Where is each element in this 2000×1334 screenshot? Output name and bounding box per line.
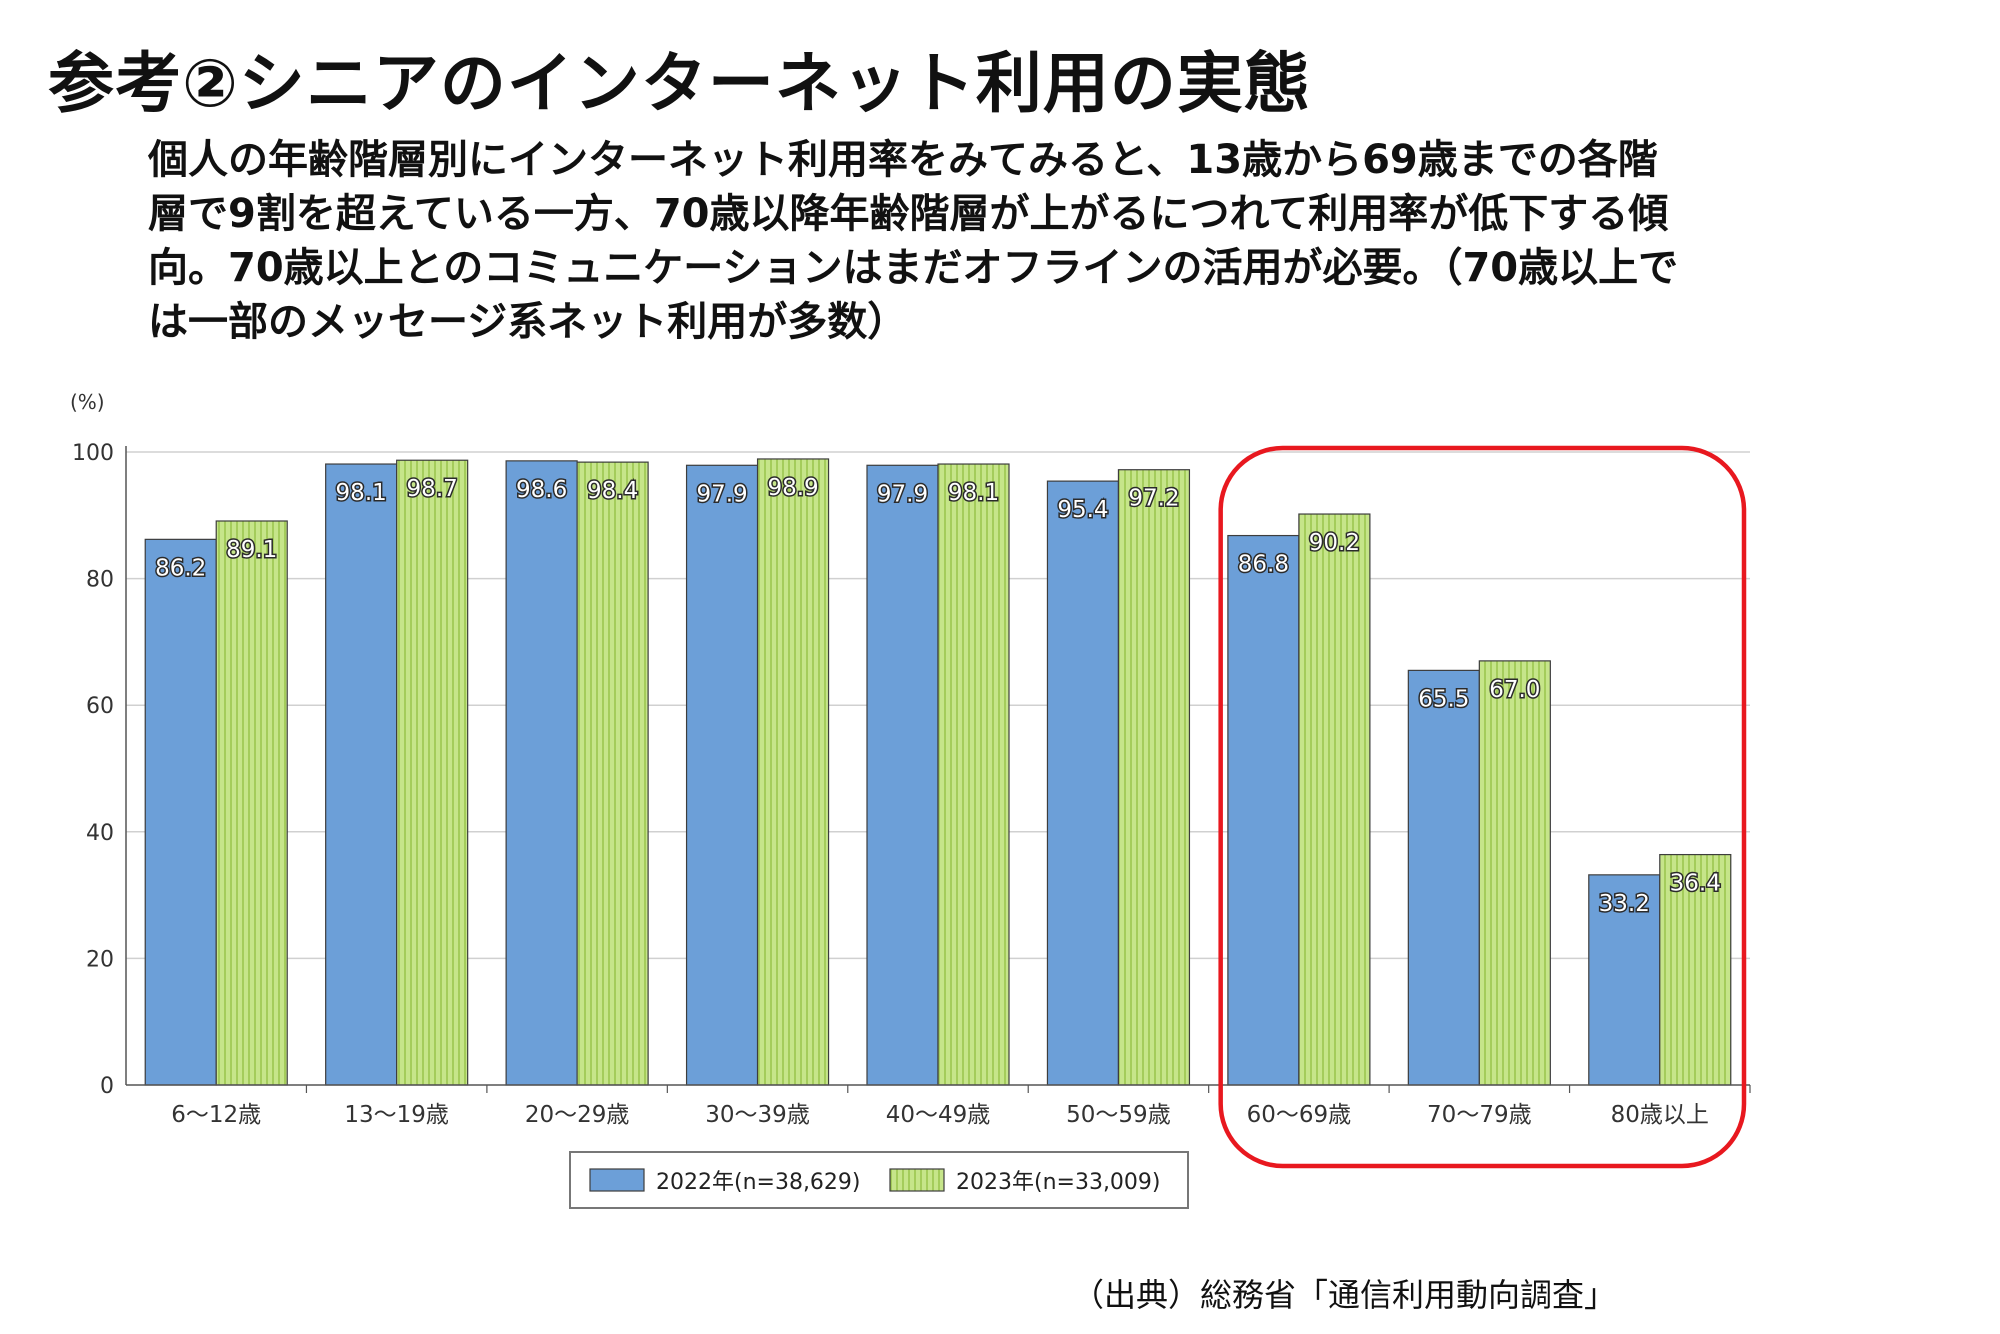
bar-2023 [215,520,288,1086]
data-label: 65.5 [1418,686,1469,712]
bar-2022 [1227,534,1300,1086]
x-tick-label: 6～12歳 [171,1102,261,1128]
x-tick-label: 30～39歳 [705,1102,810,1128]
legend-swatch [889,1168,945,1192]
data-label: 97.9 [877,481,928,507]
data-label: 98.6 [516,477,567,503]
legend-box [569,1151,1189,1209]
x-tick-label: 13～19歳 [344,1102,449,1128]
legend-label: 2022年(n=38,629) [656,1170,861,1195]
y-tick-label: 0 [100,1074,114,1099]
bar-2023 [937,463,1010,1086]
x-tick-label: 50～59歳 [1066,1102,1171,1128]
highlight-outline [1218,445,1747,1169]
bar-2022 [325,463,398,1086]
y-tick-label: 20 [86,947,114,972]
bar-2023 [1298,513,1371,1086]
y-tick-label: 60 [86,694,114,719]
bar-2022 [866,464,939,1086]
highlight-region [1218,445,1747,1169]
data-label: 97.2 [1128,486,1179,512]
bar-2022 [1046,480,1120,1086]
data-label: 98.1 [336,480,387,506]
y-tick-label: 100 [72,441,114,466]
data-label: 90.2 [1309,530,1360,556]
description-text: 個人の年齢階層別にインターネット利用率をみてみると、13歳から69歳までの各階層… [148,137,1679,345]
legend: 2022年(n=38,629) 2023年(n=33,009) [569,1151,1189,1209]
data-label: 95.4 [1057,497,1108,523]
x-tick-label: 20～29歳 [525,1102,630,1128]
y-tick-label: 40 [86,821,114,846]
bar-2022 [144,538,217,1086]
data-label: 98.7 [407,476,458,502]
data-label: 98.4 [587,478,638,504]
y-tick-label: 80 [86,568,114,593]
bar-2023 [756,458,830,1086]
data-label: 98.9 [767,475,818,501]
legend-label: 2023年(n=33,009) [956,1170,1161,1195]
bar-2023 [1659,853,1732,1086]
data-label: 67.0 [1489,677,1540,703]
bar-2023 [1117,469,1191,1086]
x-tick-label: 70～79歳 [1427,1102,1532,1128]
data-label: 33.2 [1599,891,1650,917]
x-tick-label: 80歳以上 [1611,1102,1709,1128]
data-label: 86.8 [1238,552,1289,578]
y-axis-unit: (%) [70,390,105,414]
axes: 0 20 40 60 80 100 (%) 6～12歳 13～19歳 20～29歳 30～39歳 40… [70,390,1751,1128]
legend-swatch [589,1168,645,1192]
bar-2022 [505,460,578,1086]
bar-2023 [1478,660,1551,1086]
source-note: （出典）総務省「通信利用動向調査」 [1072,1276,1617,1314]
bar-2023 [576,461,649,1086]
data-label: 89.1 [226,537,277,563]
slide-title: 参考②シニアのインターネット利用の実態 [48,45,1311,122]
bar-2022 [685,464,759,1086]
bar-2023 [396,459,469,1086]
data-label: 97.9 [696,481,747,507]
x-tick-label: 60～69歳 [1247,1102,1352,1128]
data-label: 36.4 [1670,871,1721,897]
data-label: 98.1 [948,480,999,506]
bar-2022 [1407,669,1480,1086]
data-label: 86.2 [155,555,206,581]
bars: 86.2 89.1 98.1 98.7 98.6 98.4 97.9 98.9 97.9 98.1… [144,458,1732,1086]
bar-2022 [1588,874,1661,1086]
x-tick-label: 40～49歳 [886,1102,991,1128]
